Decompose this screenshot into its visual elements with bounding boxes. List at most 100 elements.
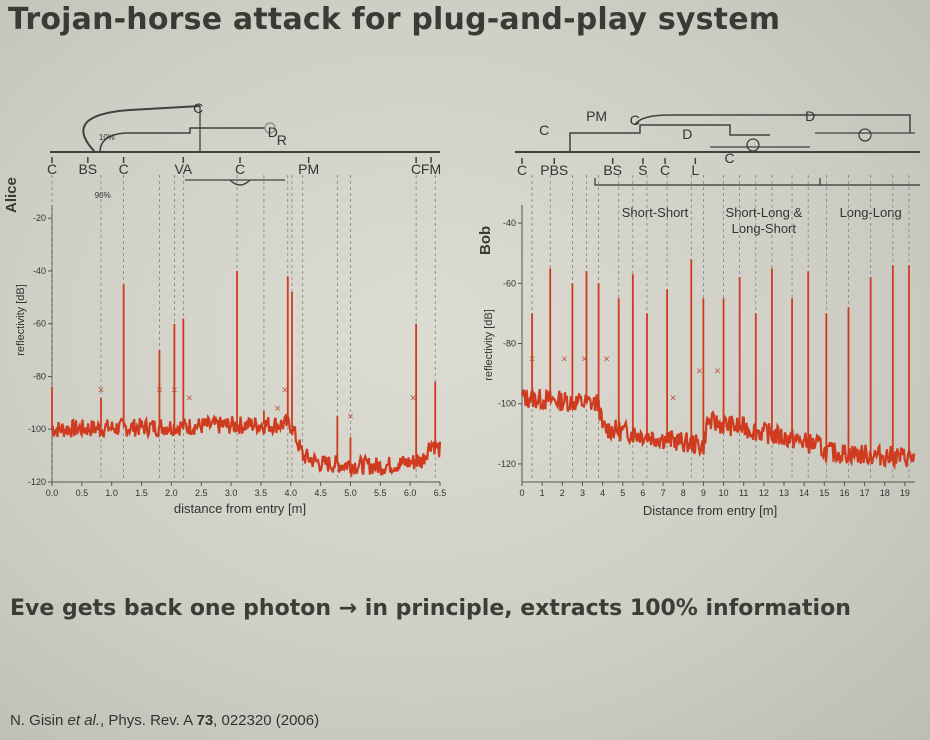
citation-journal: , Phys. Rev. A: [100, 712, 197, 729]
alice-x-marker: ×: [156, 385, 162, 397]
alice-x-tick-label: 0.5: [76, 488, 89, 498]
bob-x-tick-label: 3: [580, 488, 585, 498]
bob-x-marker: ×: [603, 354, 609, 366]
alice-annotations: C DR 90% 10%: [95, 100, 287, 200]
bob-component-label: S: [638, 162, 647, 178]
alice-x-marker: ×: [186, 393, 192, 405]
alice-y-tick-label: -100: [28, 424, 46, 434]
statement-part2: in principle, extracts 100% information: [364, 596, 851, 621]
alice-annotation: 10%: [99, 133, 115, 142]
alice-component-label: BS: [78, 161, 97, 177]
alice-x-tick-label: 5.0: [344, 488, 357, 498]
alice-x-marker: ×: [282, 385, 288, 397]
alice-x-tick-label: 4.5: [314, 488, 327, 498]
citation-etal: et al.: [67, 712, 101, 729]
bob-x-tick-label: 16: [839, 488, 849, 498]
bob-x-axis-label: Distance from entry [m]: [643, 503, 777, 518]
alice-x-tick-label: 1.0: [105, 488, 118, 498]
alice-component-label: C: [119, 161, 129, 177]
alice-setup-schematic: [50, 105, 440, 186]
bob-x-marker: ×: [670, 393, 676, 405]
alice-trace: [51, 413, 442, 478]
bob-annotation: C: [539, 122, 549, 138]
alice-y-axis-label: reflectivity [dB]: [15, 284, 27, 356]
bob-y-tick-label: -80: [503, 339, 516, 349]
bob-x-tick-label: 4: [600, 488, 605, 498]
citation-volume: 73: [196, 712, 214, 729]
bob-x-tick-label: 15: [819, 488, 829, 498]
bob-x-tick-label: 7: [661, 488, 666, 498]
bob-component-label: C: [517, 162, 527, 178]
alice-x-tick-label: 6.0: [404, 488, 417, 498]
alice-y-tick-label: -80: [33, 371, 46, 381]
statement-part1: Eve gets back one photon: [10, 596, 331, 621]
alice-component-labels: C BS C VA C PM C FM: [47, 157, 441, 177]
alice-component-label: VA: [175, 161, 193, 177]
alice-y-tick-label: -40: [33, 266, 46, 276]
bob-panel-label: Bob: [477, 226, 494, 255]
alice-x-tick-label: 6.5: [434, 488, 447, 498]
alice-x-tick-label: 1.5: [135, 488, 148, 498]
bob-x-tick-label: 1: [540, 488, 545, 498]
bob-x-tick-label: 19: [900, 488, 910, 498]
bob-x-tick-label: 10: [719, 488, 729, 498]
alice-x-marker: ×: [410, 393, 416, 405]
bob-region-label: Short-Long &: [726, 205, 803, 220]
bob-x-tick-label: 6: [640, 488, 645, 498]
bob-x-tick-label: 8: [681, 488, 686, 498]
alice-x-tick-label: 2.5: [195, 488, 208, 498]
bob-y-tick-label: -60: [503, 278, 516, 288]
alice-x-tick-label: 2.0: [165, 488, 178, 498]
bob-annotations: C PM C D D C: [539, 108, 815, 166]
alice-x-tick-label: 3.5: [255, 488, 268, 498]
bob-x-tick-label: 12: [759, 488, 769, 498]
alice-x-tick-label: 0.0: [46, 488, 59, 498]
bob-annotation: C: [725, 150, 735, 166]
alice-x-axis-label: distance from entry [m]: [174, 501, 306, 516]
bob-component-labels: C PBS BS S C L: [517, 158, 699, 178]
bob-component-label: C: [660, 162, 670, 178]
bob-y-tick-label: -100: [498, 399, 516, 409]
alice-annotation: C: [193, 100, 203, 116]
bob-component-label: PBS: [540, 162, 568, 178]
alice-annotation: D: [268, 124, 278, 140]
bob-component-label: BS: [603, 162, 622, 178]
bob-x-marker: ×: [696, 366, 702, 378]
bob-x-tick-label: 0: [519, 488, 524, 498]
arrow-icon: →: [338, 596, 358, 621]
slide-title: Trojan-horse attack for plug-and-play sy…: [8, 2, 781, 37]
bob-x-marker: ×: [561, 354, 567, 366]
bob-annotation: D: [805, 108, 815, 124]
alice-component-label: PM: [298, 161, 319, 177]
bob-y-axis-label: reflectivity [dB]: [483, 309, 495, 381]
bob-x-tick-label: 17: [860, 488, 870, 498]
citation: N. Gisin et al., Phys. Rev. A 73, 022320…: [10, 712, 319, 729]
bob-x-tick-label: 11: [739, 488, 748, 498]
alice-y-tick-label: -120: [28, 477, 46, 487]
bob-y-tick-label: -40: [503, 218, 516, 228]
bob-x-tick-label: 18: [880, 488, 890, 498]
alice-x-marker: ×: [274, 403, 280, 415]
bob-annotation: C: [630, 112, 640, 128]
alice-y-tick-label: -20: [33, 213, 46, 223]
bob-y-tick-label: -120: [498, 459, 516, 469]
citation-authors: N. Gisin: [10, 712, 64, 729]
bob-x-tick-label: 9: [701, 488, 706, 498]
alice-panel-label: Alice: [3, 177, 20, 213]
bob-x-marker: ×: [714, 366, 720, 378]
alice-x-marker: ×: [98, 385, 104, 397]
alice-x-tick-label: 4.0: [285, 488, 298, 498]
bob-x-marker: ×: [581, 354, 587, 366]
bob-region-label: Short-Short: [622, 205, 689, 220]
bob-annotation: PM: [586, 108, 607, 124]
bob-x-tick-label: 14: [799, 488, 809, 498]
alice-y-tick-label: -60: [33, 319, 46, 329]
alice-x-marker: ×: [347, 411, 353, 423]
alice-annotation: R: [277, 132, 287, 148]
alice-x-marker: ×: [171, 385, 177, 397]
alice-component-label: FM: [421, 161, 441, 177]
